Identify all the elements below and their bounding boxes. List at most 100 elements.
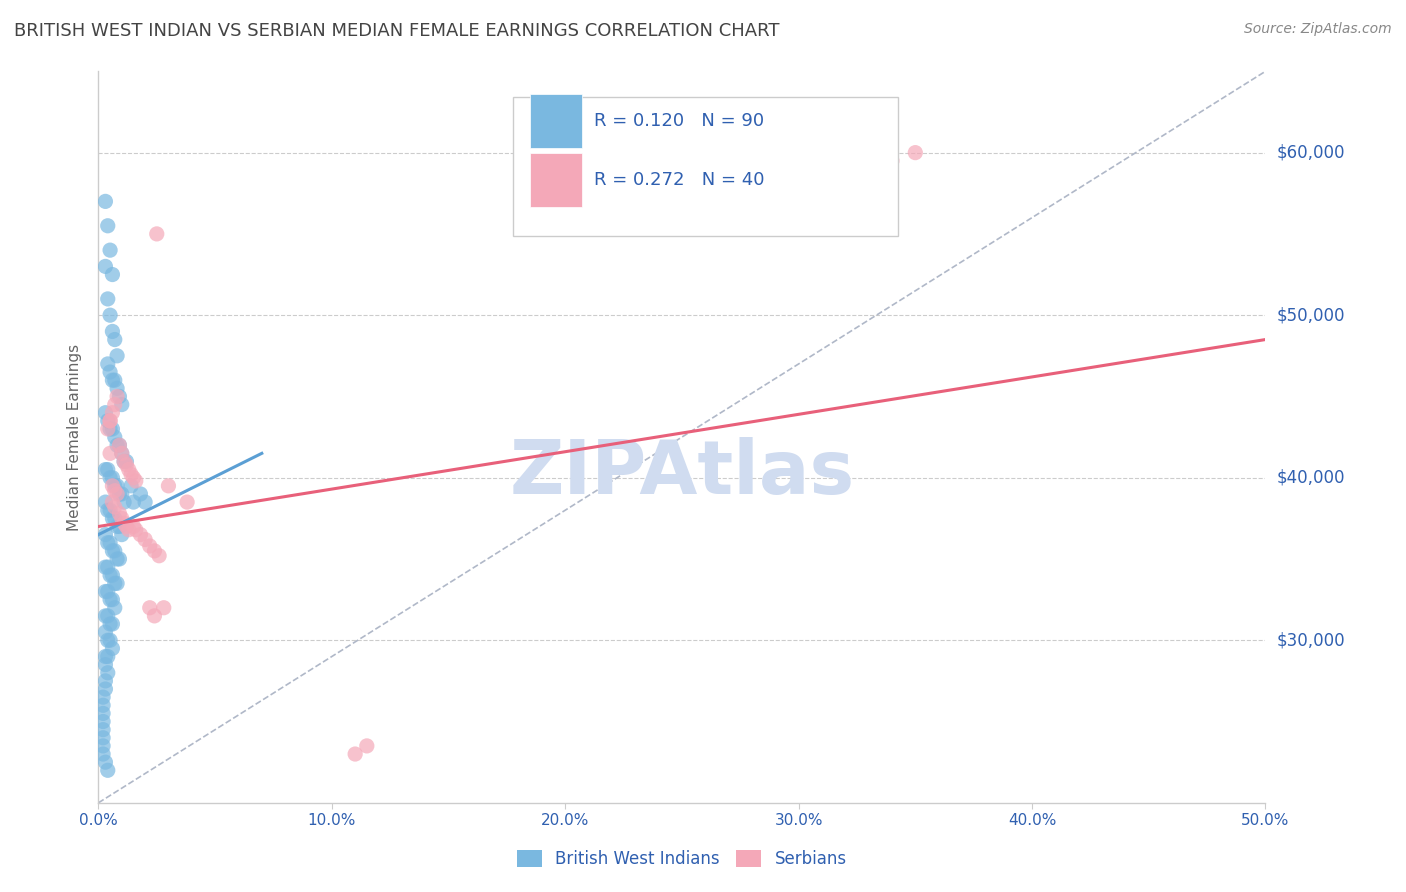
Point	[94, 755, 117, 769]
Y-axis label: Median Female Earnings: Median Female Earnings	[67, 343, 83, 531]
Point	[122, 471, 145, 485]
Point	[91, 706, 114, 721]
FancyBboxPatch shape	[530, 153, 582, 208]
Point	[104, 479, 127, 493]
Point	[112, 454, 135, 468]
Point	[104, 430, 127, 444]
Point	[108, 519, 131, 533]
Point	[105, 576, 128, 591]
Point	[112, 454, 135, 468]
Text: $60,000: $60,000	[1277, 144, 1346, 161]
Point	[98, 592, 121, 607]
Point	[111, 527, 134, 541]
Point	[91, 690, 114, 705]
Point	[91, 747, 114, 761]
Point	[104, 511, 127, 525]
Point	[115, 458, 138, 472]
Point	[134, 533, 156, 547]
Point	[94, 260, 117, 274]
Text: $50,000: $50,000	[1277, 306, 1346, 324]
Point	[104, 333, 127, 347]
Point	[94, 625, 117, 640]
Point	[98, 365, 121, 379]
Point	[94, 681, 117, 696]
Point	[94, 194, 117, 209]
Text: $30,000: $30,000	[1277, 632, 1346, 649]
Point	[94, 608, 117, 623]
Point	[98, 633, 121, 648]
Point	[146, 227, 169, 241]
Point	[97, 535, 120, 549]
Point	[129, 487, 152, 501]
Point	[94, 495, 117, 509]
Point	[94, 657, 117, 672]
Point	[104, 576, 127, 591]
Point	[105, 552, 128, 566]
Point	[111, 398, 134, 412]
Point	[122, 495, 145, 509]
Point	[94, 584, 117, 599]
Legend: British West Indians, Serbians: British West Indians, Serbians	[510, 844, 853, 875]
Point	[101, 373, 124, 387]
Point	[98, 414, 121, 428]
Point	[91, 731, 114, 745]
Point	[98, 535, 121, 549]
Point	[101, 544, 124, 558]
Point	[91, 714, 114, 729]
Point	[101, 406, 124, 420]
Point	[94, 673, 117, 688]
Point	[101, 495, 124, 509]
Point	[97, 292, 120, 306]
Point	[97, 608, 120, 623]
Point	[356, 739, 378, 753]
Point	[98, 568, 121, 582]
Point	[91, 698, 114, 713]
Point	[111, 487, 134, 501]
Point	[98, 471, 121, 485]
Point	[105, 438, 128, 452]
Point	[101, 641, 124, 656]
Point	[880, 153, 903, 168]
Point	[344, 747, 367, 761]
Point	[104, 373, 127, 387]
Point	[94, 527, 117, 541]
Point	[104, 398, 127, 412]
Point	[101, 568, 124, 582]
Point	[97, 633, 120, 648]
Point	[108, 438, 131, 452]
Point	[94, 462, 117, 476]
Point	[148, 549, 170, 563]
Point	[104, 500, 127, 514]
Point	[111, 511, 134, 525]
Point	[120, 479, 142, 493]
Point	[112, 516, 135, 531]
Text: ZIPAtlas: ZIPAtlas	[509, 437, 855, 510]
Point	[118, 462, 141, 476]
Point	[111, 446, 134, 460]
Point	[104, 600, 127, 615]
Point	[97, 560, 120, 574]
Point	[101, 479, 124, 493]
Point	[157, 479, 180, 493]
Point	[111, 446, 134, 460]
Point	[98, 414, 121, 428]
Point	[176, 495, 198, 509]
Point	[115, 519, 138, 533]
Point	[97, 357, 120, 371]
Point	[98, 503, 121, 517]
Point	[101, 511, 124, 525]
Text: $40,000: $40,000	[1277, 468, 1346, 487]
Point	[98, 422, 121, 436]
Point	[125, 523, 148, 537]
Point	[139, 539, 162, 553]
Point	[97, 503, 120, 517]
Point	[91, 723, 114, 737]
Text: BRITISH WEST INDIAN VS SERBIAN MEDIAN FEMALE EARNINGS CORRELATION CHART: BRITISH WEST INDIAN VS SERBIAN MEDIAN FE…	[14, 22, 779, 40]
Point	[91, 739, 114, 753]
Point	[94, 560, 117, 574]
Point	[108, 507, 131, 521]
Point	[98, 308, 121, 322]
Point	[134, 495, 156, 509]
Point	[101, 325, 124, 339]
Point	[98, 617, 121, 632]
